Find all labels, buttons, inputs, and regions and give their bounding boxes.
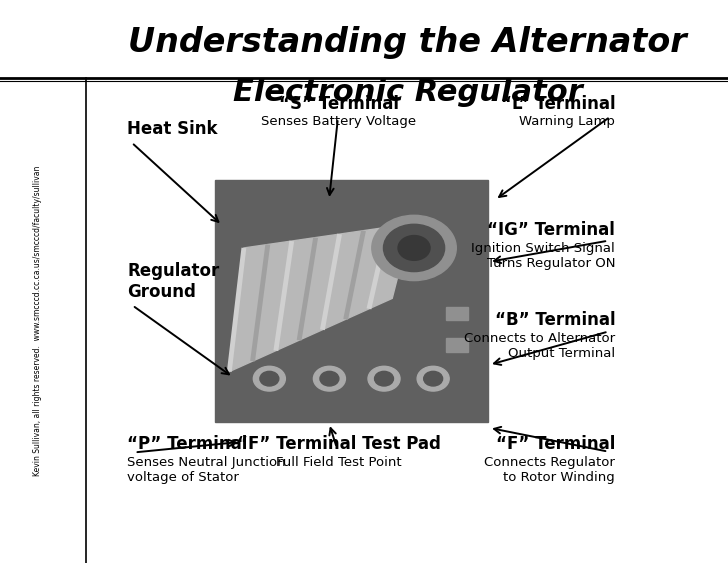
Text: Full Field Test Point: Full Field Test Point [276,456,401,469]
Text: “B” Terminal: “B” Terminal [494,311,615,329]
Circle shape [260,372,279,386]
Circle shape [417,367,449,391]
Text: “F” Terminal Test Pad: “F” Terminal Test Pad [237,435,440,453]
Text: Senses Battery Voltage: Senses Battery Voltage [261,115,416,128]
Circle shape [320,372,339,386]
Circle shape [424,372,443,386]
Text: “F” Terminal: “F” Terminal [496,435,615,453]
Text: Ignition Switch Signal
Turns Regulator ON: Ignition Switch Signal Turns Regulator O… [472,242,615,270]
Text: “IG” Terminal: “IG” Terminal [487,221,615,239]
Bar [215,180,488,422]
Circle shape [314,367,346,391]
Text: Understanding the Alternator: Understanding the Alternator [128,26,687,59]
Text: Warning Lamp: Warning Lamp [519,115,615,128]
Circle shape [368,367,400,391]
Text: Senses Neutral Junction
voltage of Stator: Senses Neutral Junction voltage of Stato… [127,456,286,484]
Text: “L” Terminal: “L” Terminal [501,95,615,113]
Text: Connects to Alternator
Output Terminal: Connects to Alternator Output Terminal [464,332,615,360]
Circle shape [375,372,393,386]
Polygon shape [229,224,411,372]
Text: Connects Regulator
to Rotor Winding: Connects Regulator to Rotor Winding [484,456,615,484]
Text: Kevin Sullivan, all rights reserved.  www.smcccd.cc.ca.us/smcccd/faculty/sulliva: Kevin Sullivan, all rights reserved. www… [33,166,42,476]
Text: Electronic Regulator: Electronic Regulator [233,78,582,108]
Text: “S” Terminal: “S” Terminal [279,95,398,113]
Text: Heat Sink: Heat Sink [127,120,218,138]
Circle shape [372,215,456,280]
Circle shape [253,367,285,391]
Text: “P” Terminal: “P” Terminal [127,435,248,453]
Text: Regulator
Ground: Regulator Ground [127,262,220,301]
Circle shape [398,235,430,260]
Bar [446,338,468,351]
Bar [446,306,468,320]
Circle shape [384,224,445,271]
